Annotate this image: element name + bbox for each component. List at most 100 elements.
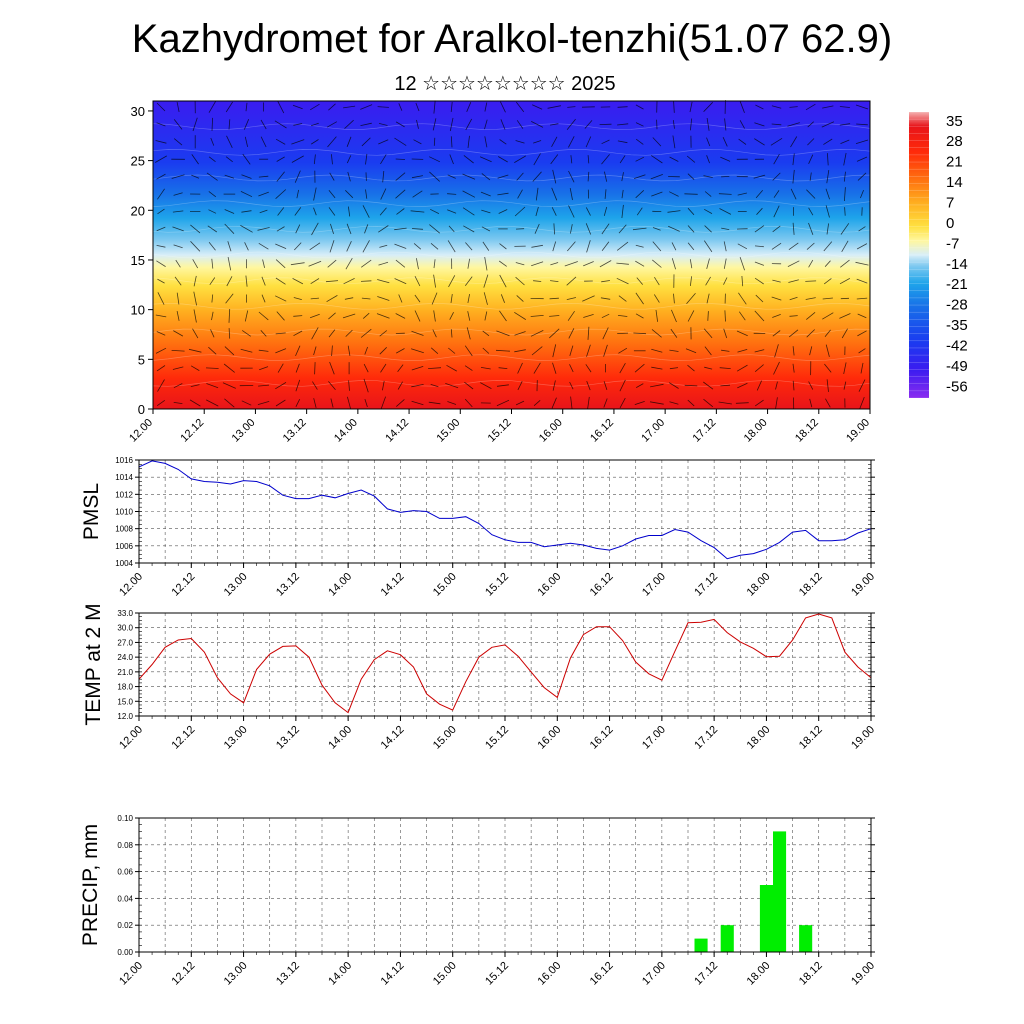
x-tick-label: 13.12: [274, 571, 302, 599]
y-tick-label: 0.04: [117, 894, 133, 903]
wind-vector: [633, 174, 646, 179]
y-tick-label: 30: [131, 104, 145, 119]
wind-vector: [599, 260, 612, 268]
wind-vector: [735, 402, 749, 404]
wind-vector: [464, 345, 473, 357]
wind-vector: [432, 329, 437, 338]
wind-vector: [480, 367, 491, 370]
x-tick-label: 12.00: [117, 960, 145, 988]
wind-vector: [293, 123, 303, 126]
wind-vector: [208, 156, 216, 163]
wind-vector: [171, 174, 185, 179]
wind-vector: [720, 384, 731, 387]
wind-vector: [704, 346, 712, 356]
wind-vector: [841, 328, 848, 339]
y-tick-label: 1014: [115, 473, 133, 482]
wind-vector: [395, 259, 406, 268]
wind-vector: [530, 315, 544, 317]
wind-vector: [533, 362, 541, 374]
wind-vector: [431, 292, 438, 305]
wind-vector: [755, 189, 764, 199]
wind-vector: [313, 346, 317, 356]
wind-vector: [191, 154, 199, 165]
wind-vector: [394, 243, 407, 249]
wind-vector: [411, 175, 423, 179]
wind-vector: [500, 101, 506, 113]
wind-vector: [394, 278, 407, 285]
wind-vector: [584, 120, 593, 129]
wind-vector: [723, 258, 727, 269]
wind-vector: [291, 155, 304, 163]
wind-vector: [275, 243, 287, 249]
wind-vector: [736, 330, 748, 337]
wind-vector: [210, 329, 215, 338]
wind-vector: [484, 311, 488, 321]
wind-vector: [360, 280, 372, 282]
wind-vector: [190, 384, 200, 387]
wind-vector: [292, 278, 304, 285]
wind-vector: [484, 102, 488, 112]
y-tick-label: 15: [131, 253, 145, 268]
wind-vector: [568, 328, 575, 339]
wind-vector: [293, 315, 303, 317]
wind-vector: [601, 139, 610, 145]
wind-vector: [771, 123, 782, 126]
wind-vector: [736, 364, 748, 372]
chart-title: Kazhydromet for Aralkol-tenzhi(51.07 62.…: [131, 17, 893, 61]
wind-vector: [276, 171, 285, 182]
wind-vector: [857, 313, 867, 319]
wind-vector: [313, 187, 317, 201]
wind-vector: [739, 256, 745, 271]
wind-vector: [753, 174, 766, 179]
wind-vector: [347, 345, 351, 356]
wind-vector: [208, 101, 216, 113]
wind-vector: [856, 123, 868, 126]
wind-vector: [224, 209, 235, 214]
wind-vector: [722, 137, 728, 147]
wind-vector: [650, 174, 663, 180]
wind-vector: [809, 398, 813, 408]
wind-vector: [618, 295, 627, 302]
wind-vector: [602, 327, 609, 340]
temp-ylabel: TEMP at 2 M: [82, 603, 105, 725]
wind-vector: [466, 327, 471, 340]
wind-vector: [326, 121, 337, 128]
wind-vector: [295, 363, 300, 373]
colorbar-label: -56: [946, 378, 968, 395]
wind-vector: [549, 297, 559, 300]
wind-vector: [687, 207, 695, 216]
wind-vector: [792, 169, 795, 184]
wind-vector: [173, 138, 183, 146]
wind-vector: [360, 259, 372, 268]
wind-vector: [668, 382, 679, 389]
wind-vector: [192, 117, 198, 132]
wind-vector: [481, 209, 491, 214]
wind-vector: [428, 367, 442, 369]
wind-vector: [582, 295, 595, 302]
wind-vector: [788, 329, 799, 338]
wind-vector: [737, 192, 747, 196]
pmsl-panel: 1016 1014 1012 1010 1008 1006 1004 12.00 12.12 13…: [80, 456, 877, 599]
wind-vector: [517, 189, 523, 199]
wind-vector: [651, 366, 663, 370]
wind-vector: [173, 330, 184, 337]
wind-vector: [719, 208, 732, 215]
wind-vector: [669, 367, 679, 370]
wind-vector: [720, 156, 731, 162]
wind-vector: [604, 171, 608, 182]
wind-vector: [704, 366, 713, 370]
wind-vector: [792, 346, 795, 356]
x-tick-label: 15.00: [431, 724, 459, 752]
wind-vector: [754, 364, 764, 373]
wind-vector: [364, 346, 368, 355]
wind-vector: [223, 363, 235, 373]
wind-vector: [550, 123, 559, 126]
wind-vector: [310, 297, 320, 300]
wind-vector: [632, 227, 647, 231]
wind-vector: [450, 329, 453, 338]
wind-vector: [839, 123, 851, 126]
wind-vector: [176, 102, 180, 112]
isotherm-line: [152, 200, 871, 207]
wind-vector: [467, 135, 470, 148]
